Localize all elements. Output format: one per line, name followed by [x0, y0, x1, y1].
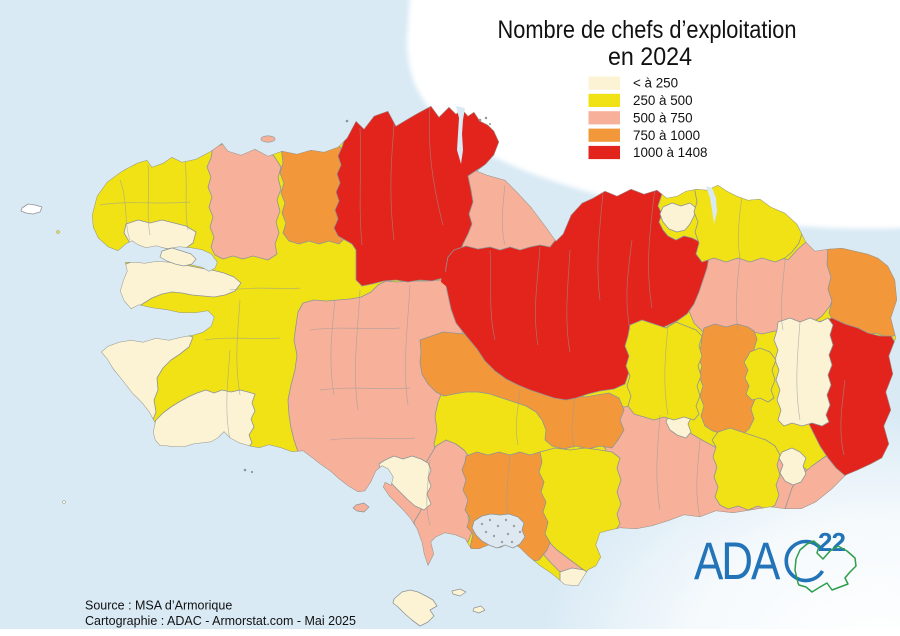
- svg-text:Cartographie : ADAC - Armorsta: Cartographie : ADAC - Armorstat.com - Ma…: [85, 614, 356, 628]
- svg-text:22: 22: [818, 527, 845, 557]
- svg-text:750 à 1000: 750 à 1000: [633, 128, 700, 143]
- svg-text:en 2024: en 2024: [608, 43, 692, 71]
- svg-text:Source : MSA d’Armorique: Source : MSA d’Armorique: [85, 599, 232, 613]
- svg-text:< à 250: < à 250: [633, 76, 678, 91]
- svg-text:ADA: ADA: [694, 532, 781, 591]
- svg-text:500 à 750: 500 à 750: [633, 110, 693, 125]
- svg-text:250 à 500: 250 à 500: [633, 93, 693, 108]
- svg-text:1000 à 1408: 1000 à 1408: [633, 145, 707, 160]
- svg-text:Nombre de chefs d’exploitation: Nombre de chefs d’exploitation: [498, 16, 797, 44]
